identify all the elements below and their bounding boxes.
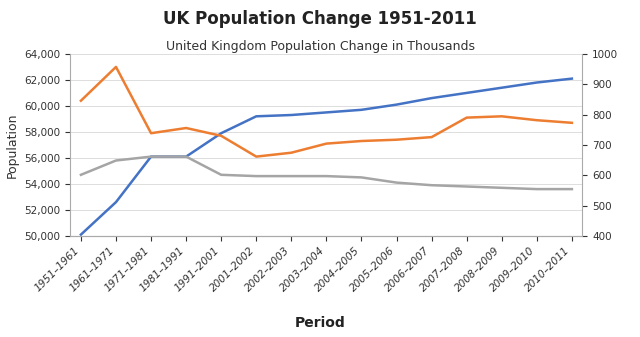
Text: Period: Period [294,316,346,330]
Y-axis label: Population: Population [6,112,19,178]
Text: UK Population Change 1951-2011: UK Population Change 1951-2011 [163,10,477,28]
Text: United Kingdom Population Change in Thousands: United Kingdom Population Change in Thou… [166,40,474,54]
